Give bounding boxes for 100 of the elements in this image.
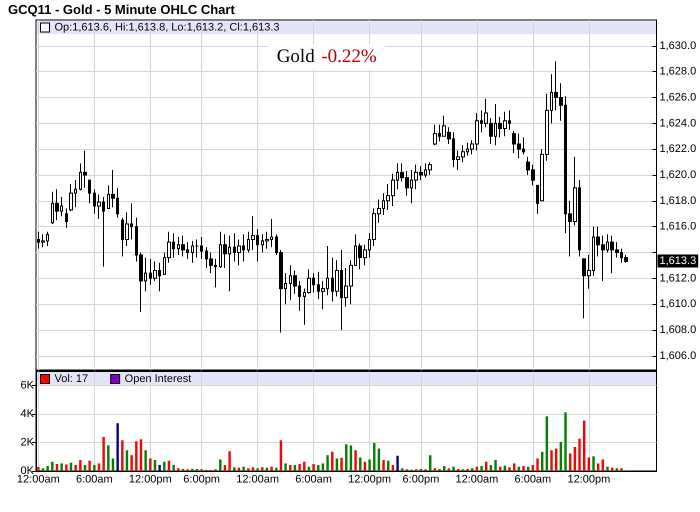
bar	[396, 456, 399, 471]
y-tick-label: 1,608.0	[660, 324, 696, 336]
bar	[504, 466, 506, 471]
bar	[336, 458, 338, 471]
candlestick	[55, 188, 59, 221]
bar	[116, 423, 119, 471]
bar	[312, 464, 315, 471]
bar	[540, 452, 544, 471]
y-tick-label: 1,612.0	[660, 272, 696, 284]
bar	[256, 468, 259, 471]
bar	[149, 458, 152, 471]
bar	[345, 444, 348, 471]
bar	[130, 455, 133, 471]
bar	[308, 466, 310, 471]
bar	[368, 459, 371, 471]
bar	[219, 459, 222, 471]
y-tick-label: 1,606.0	[660, 350, 696, 362]
candlestick	[433, 124, 437, 146]
bar	[596, 463, 600, 471]
candlestick	[181, 235, 185, 257]
bar	[610, 468, 614, 471]
bar	[382, 460, 385, 471]
y-tick-label: 1,610.0	[660, 298, 696, 310]
x-tick-label: 12:00am	[236, 474, 280, 486]
y-tick-label: 6K	[20, 380, 35, 392]
bar	[378, 448, 380, 471]
bar	[448, 468, 450, 471]
annotation: 1,613.3	[660, 255, 696, 268]
bar	[452, 466, 455, 471]
bar	[289, 465, 292, 471]
y-tick-label: 1,622.0	[660, 143, 696, 156]
candlestick	[83, 150, 87, 188]
bar	[490, 465, 492, 471]
bar	[107, 445, 110, 471]
bar	[471, 468, 474, 471]
legend-label: Vol: 17	[54, 373, 88, 385]
bar	[499, 466, 502, 471]
bar	[373, 443, 376, 471]
bar	[252, 467, 254, 471]
legend-label: Open Interest	[124, 373, 192, 385]
bar	[60, 463, 63, 471]
bar	[527, 466, 530, 471]
bar	[93, 465, 96, 471]
bar	[280, 440, 282, 471]
bar	[387, 460, 390, 471]
bar	[79, 460, 82, 471]
y-tick-label: 1,628.0	[660, 66, 696, 78]
bar	[513, 463, 516, 471]
y-tick-label: 1,624.0	[660, 117, 696, 130]
annotation: Gold -0.22%	[276, 46, 377, 67]
bar	[560, 442, 562, 471]
x-tick-label: 6:00pm	[402, 474, 440, 486]
bar	[298, 464, 301, 471]
x-tick-label: 6:00pm	[183, 474, 220, 486]
candlestick	[69, 184, 73, 212]
x-tick-label: 12:00pm	[567, 474, 610, 486]
bar	[303, 462, 306, 471]
bar	[172, 465, 175, 471]
x-tick-label: 12:00pm	[128, 474, 172, 486]
chart-title: GCQ11 - Gold - 5 Minute OHLC Chart	[8, 2, 236, 17]
x-tick-label: 12:00am	[455, 474, 498, 486]
bar	[177, 468, 180, 471]
bar	[37, 467, 40, 471]
bar	[434, 468, 436, 471]
x-tick-label: 12:00am	[16, 474, 60, 486]
y-tick-label: 1,626.0	[660, 91, 696, 104]
x-tick-label: 6:00am	[295, 474, 332, 486]
x-tick-label: 12:00pm	[348, 474, 391, 486]
bar	[554, 448, 558, 471]
bar	[270, 466, 273, 471]
bar	[266, 468, 268, 471]
bar	[294, 465, 296, 471]
bar	[443, 466, 446, 471]
bar	[135, 441, 138, 471]
bar	[429, 455, 432, 471]
bar	[102, 437, 105, 471]
candlestick	[88, 180, 91, 204]
bar	[602, 459, 604, 471]
y-tick-label: 2K	[20, 436, 35, 449]
y-tick-label: 1,630.0	[660, 40, 696, 52]
bar	[88, 460, 91, 471]
bar	[340, 458, 343, 471]
bar	[532, 465, 534, 471]
bar	[322, 463, 324, 471]
bar	[350, 445, 352, 471]
y-tick-label: 1,616.0	[660, 220, 696, 233]
bar	[546, 416, 548, 471]
candlestick	[41, 234, 45, 248]
bar	[233, 467, 236, 471]
bar	[568, 454, 572, 471]
bar	[121, 440, 124, 471]
bar	[238, 468, 240, 471]
bar	[331, 452, 334, 471]
bar	[518, 466, 520, 471]
bar	[317, 465, 320, 471]
bar	[485, 462, 488, 471]
bar	[247, 468, 250, 471]
bar	[51, 462, 54, 471]
x-tick-label: 6:00am	[514, 474, 552, 486]
bar	[74, 465, 77, 471]
